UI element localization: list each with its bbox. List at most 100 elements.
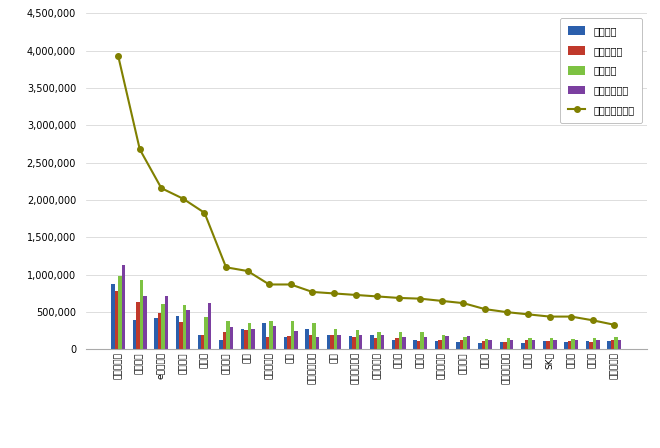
Bar	[614, 337, 618, 349]
Bar	[112, 284, 115, 349]
Bar	[222, 332, 226, 349]
Bar	[309, 335, 312, 349]
Bar	[334, 329, 337, 349]
Bar	[543, 341, 546, 349]
Bar	[457, 342, 460, 349]
브랜드평판지수	[244, 268, 251, 274]
브랜드평판지수	[546, 314, 554, 319]
Bar	[180, 322, 183, 349]
Bar	[287, 336, 291, 349]
브랜드평판지수	[179, 196, 187, 201]
브랜드평판지수	[222, 265, 230, 270]
Bar	[186, 310, 190, 349]
Bar	[273, 326, 276, 349]
Bar	[416, 341, 420, 349]
Bar	[176, 316, 180, 349]
브랜드평판지수	[459, 301, 467, 306]
Bar	[312, 323, 316, 349]
브랜드평판지수	[568, 314, 576, 319]
Bar	[316, 337, 319, 349]
Bar	[370, 335, 374, 349]
Bar	[337, 335, 341, 349]
Bar	[593, 338, 596, 349]
Bar	[158, 313, 161, 349]
Bar	[460, 340, 463, 349]
Bar	[478, 344, 482, 349]
Bar	[118, 276, 121, 349]
Bar	[596, 340, 600, 349]
Bar	[482, 341, 485, 349]
Bar	[165, 296, 168, 349]
Bar	[528, 338, 531, 349]
Bar	[183, 305, 186, 349]
브랜드평판지수	[287, 282, 295, 287]
Bar	[500, 342, 503, 349]
브랜드평판지수	[373, 294, 381, 299]
Bar	[467, 336, 471, 349]
Bar	[413, 340, 416, 349]
Bar	[618, 340, 621, 349]
브랜드평판지수	[416, 296, 424, 302]
Bar	[154, 318, 158, 349]
Bar	[226, 321, 230, 349]
Bar	[399, 332, 402, 349]
Bar	[205, 317, 208, 349]
Bar	[251, 329, 255, 349]
Bar	[262, 323, 266, 349]
Bar	[115, 291, 118, 349]
브랜드평판지수	[308, 289, 316, 295]
브랜드평판지수	[438, 298, 446, 304]
Bar	[208, 303, 211, 349]
브랜드평판지수	[481, 306, 489, 312]
브랜드평판지수	[352, 292, 360, 297]
Bar	[291, 321, 294, 349]
브랜드평판지수	[157, 185, 165, 191]
Bar	[586, 341, 589, 349]
Bar	[607, 341, 611, 349]
Bar	[485, 339, 488, 349]
Bar	[374, 338, 377, 349]
브랜드평판지수	[330, 291, 338, 296]
Bar	[442, 335, 446, 349]
브랜드평판지수	[114, 53, 122, 59]
Bar	[284, 337, 287, 349]
Bar	[137, 302, 140, 349]
Bar	[488, 340, 492, 349]
Bar	[133, 320, 137, 349]
Bar	[121, 265, 125, 349]
Bar	[420, 332, 424, 349]
Bar	[402, 337, 405, 349]
Bar	[356, 330, 359, 349]
Bar	[438, 340, 442, 349]
Bar	[269, 321, 273, 349]
Bar	[424, 337, 427, 349]
브랜드평판지수	[201, 210, 209, 215]
Bar	[241, 328, 244, 349]
Bar	[377, 332, 381, 349]
Bar	[197, 335, 201, 349]
Bar	[352, 337, 356, 349]
Bar	[550, 338, 553, 349]
Bar	[510, 340, 513, 349]
Line: 브랜드평판지수: 브랜드평판지수	[115, 53, 617, 327]
Bar	[230, 327, 233, 349]
Bar	[435, 341, 438, 349]
Bar	[294, 331, 298, 349]
브랜드평판지수	[524, 312, 532, 317]
Bar	[553, 340, 556, 349]
Bar	[446, 336, 449, 349]
Bar	[201, 335, 205, 349]
Bar	[306, 328, 309, 349]
Bar	[219, 340, 222, 349]
Bar	[348, 336, 352, 349]
Bar	[611, 340, 614, 349]
브랜드평판지수	[502, 310, 510, 315]
Bar	[506, 338, 510, 349]
Bar	[359, 335, 362, 349]
Bar	[463, 337, 467, 349]
Legend: 참여지수, 미디어지수, 소통지수, 커뮤니티지수, 브랜드평판지수: 참여지수, 미디어지수, 소통지수, 커뮤니티지수, 브랜드평판지수	[560, 18, 642, 123]
Bar	[568, 341, 572, 349]
브랜드평판지수	[136, 146, 144, 152]
Bar	[244, 330, 248, 349]
Bar	[381, 335, 384, 349]
